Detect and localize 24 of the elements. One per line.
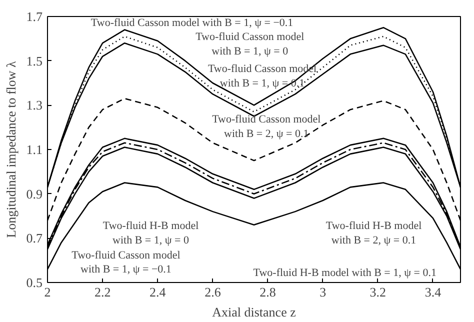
annotation: Two-fluid Casson model with B = 1, ψ = −0.1 xyxy=(72,249,180,276)
y-axis-title: Longitudinal impedance to flow λ xyxy=(3,60,18,238)
annotation: Two-fluid H-B model with B = 1, ψ = 0 xyxy=(102,220,199,246)
x-tick-label: 3.4 xyxy=(424,284,442,300)
x-tick-label: 2 xyxy=(44,284,51,300)
y-tick-label: 1.5 xyxy=(26,53,42,68)
y-tick-label: 0.7 xyxy=(26,230,43,246)
y-tick-label: 1.1 xyxy=(26,142,42,157)
x-tick-label: 2.6 xyxy=(204,284,222,300)
x-tick-label: 3.2 xyxy=(370,284,386,300)
x-tick-label: 2.8 xyxy=(260,284,276,300)
annotation: Two-fluid Casson model with B = 2, ψ = 0.1 xyxy=(212,114,321,140)
x-axis-title: Axial distance z xyxy=(212,304,296,320)
annotation: Two-fluid H-B model with B = 1, ψ = 0.1 xyxy=(253,267,436,280)
y-tick-label: 0.9 xyxy=(26,186,42,202)
annotation: Two-fluid H-B model with B = 2, ψ = 0.1 xyxy=(326,220,422,246)
y-tick-label: 1.3 xyxy=(26,98,42,113)
x-tick-label: 2.2 xyxy=(94,284,111,300)
y-tick-label: 1.7 xyxy=(26,9,43,24)
x-tick-label: 2.4 xyxy=(150,284,166,300)
x-tick-label: 3 xyxy=(320,284,326,300)
y-tick-label: 0.5 xyxy=(26,275,42,290)
annotation: Two-fluid Casson model with B = 1, ψ = −0.1 xyxy=(90,17,294,30)
annotation: Two-fluid Casson model with B = 1, ψ = 0 xyxy=(196,31,304,58)
